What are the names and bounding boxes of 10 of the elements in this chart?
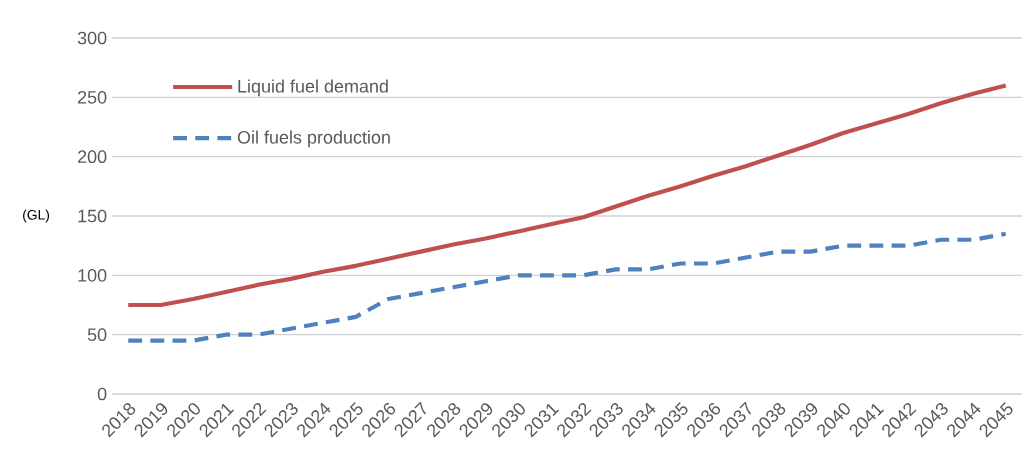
y-tick-label: 50 bbox=[87, 328, 107, 342]
legend-label: Liquid fuel demand bbox=[238, 79, 388, 97]
y-tick-label: 250 bbox=[78, 90, 107, 104]
y-tick-label: 300 bbox=[77, 31, 107, 45]
y-axis-title: (GL) bbox=[23, 209, 50, 223]
y-tick-label: 150 bbox=[78, 209, 107, 223]
legend-label: Oil fuels production bbox=[237, 130, 390, 148]
y-tick-label: 200 bbox=[78, 150, 107, 164]
y-tick-label: 100 bbox=[78, 268, 107, 282]
y-tick-label: 0 bbox=[97, 387, 107, 401]
